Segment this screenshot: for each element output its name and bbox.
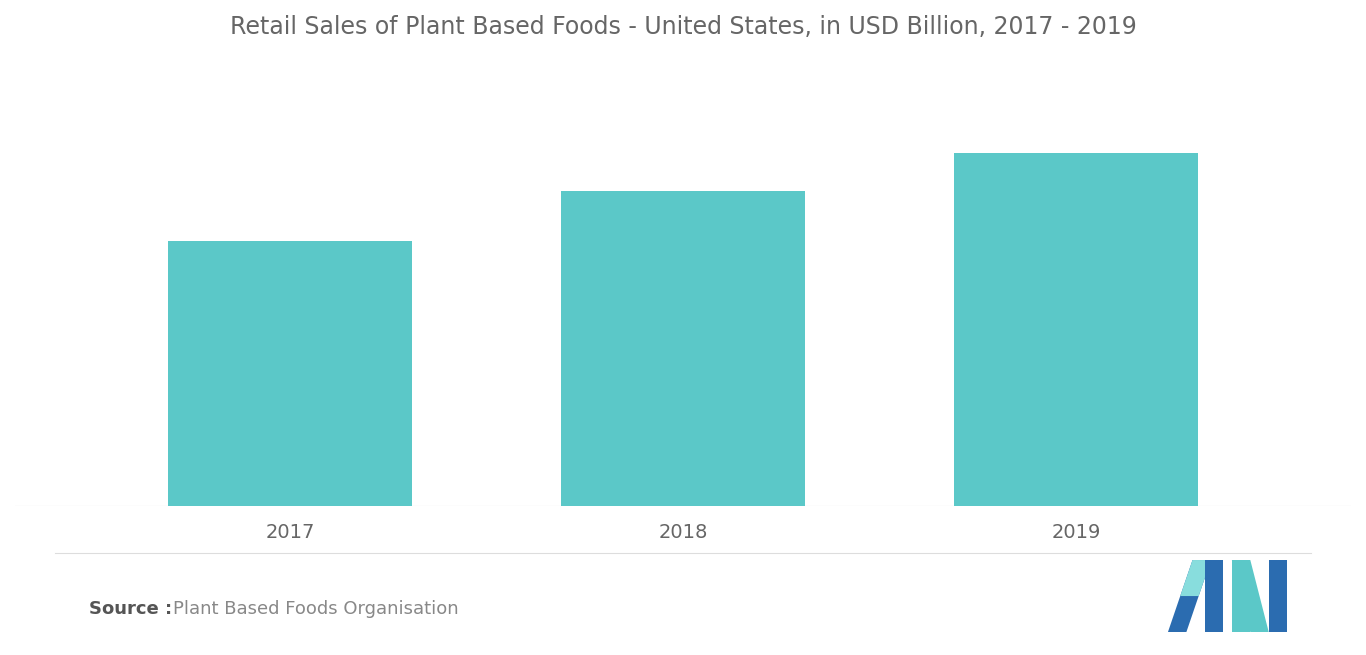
Bar: [953, 153, 1198, 506]
Polygon shape: [1232, 560, 1269, 632]
Text: Plant Based Foods Organisation: Plant Based Foods Organisation: [173, 600, 459, 618]
Polygon shape: [1180, 560, 1212, 596]
Polygon shape: [1205, 560, 1224, 632]
Polygon shape: [1250, 560, 1287, 632]
Bar: [561, 191, 805, 506]
Text: Source :: Source :: [89, 600, 172, 618]
Title: Retail Sales of Plant Based Foods - United States, in USD Billion, 2017 - 2019: Retail Sales of Plant Based Foods - Unit…: [229, 15, 1137, 39]
Bar: [168, 241, 413, 506]
Polygon shape: [1168, 560, 1212, 632]
Polygon shape: [1232, 560, 1250, 632]
